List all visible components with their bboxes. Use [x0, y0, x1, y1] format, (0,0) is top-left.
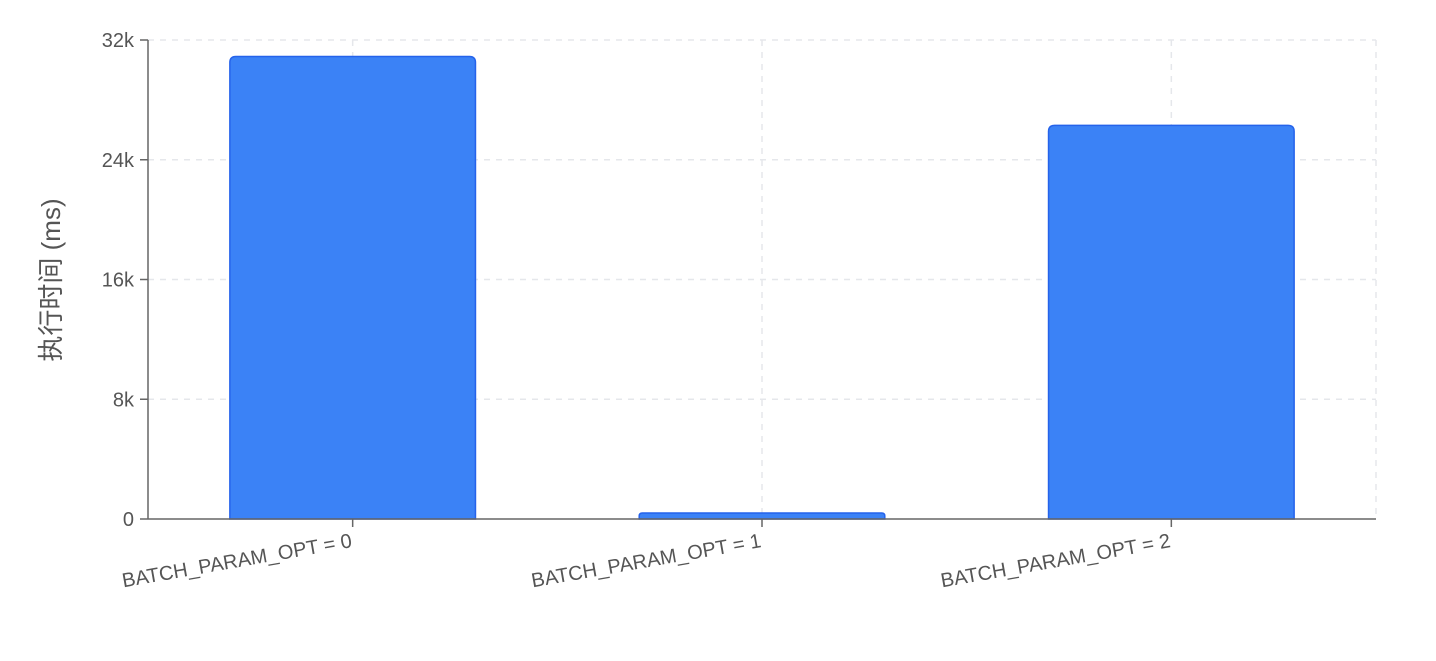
y-tick-label: 8k	[113, 389, 135, 411]
y-tick-label: 24k	[102, 150, 135, 172]
x-tick-label: BATCH_PARAM_OPT = 1	[530, 530, 763, 592]
y-tick-label: 0	[123, 509, 134, 531]
x-tick-label: BATCH_PARAM_OPT = 0	[120, 530, 353, 592]
x-tick-label: BATCH_PARAM_OPT = 2	[939, 530, 1172, 592]
bar-0	[229, 55, 477, 520]
x-axis-ticks: BATCH_PARAM_OPT = 0 BATCH_PARAM_OPT = 1 BA…	[120, 519, 1172, 592]
bar-2	[1047, 124, 1295, 520]
y-tick-label: 16k	[102, 270, 135, 292]
y-axis-label: 执行时间 (ms)	[36, 198, 66, 361]
y-tick-label: 32k	[102, 30, 135, 52]
bars-group	[229, 55, 1295, 520]
bar-1	[638, 512, 886, 520]
y-axis-ticks: 0 8k 16k 24k 32k	[102, 30, 148, 531]
